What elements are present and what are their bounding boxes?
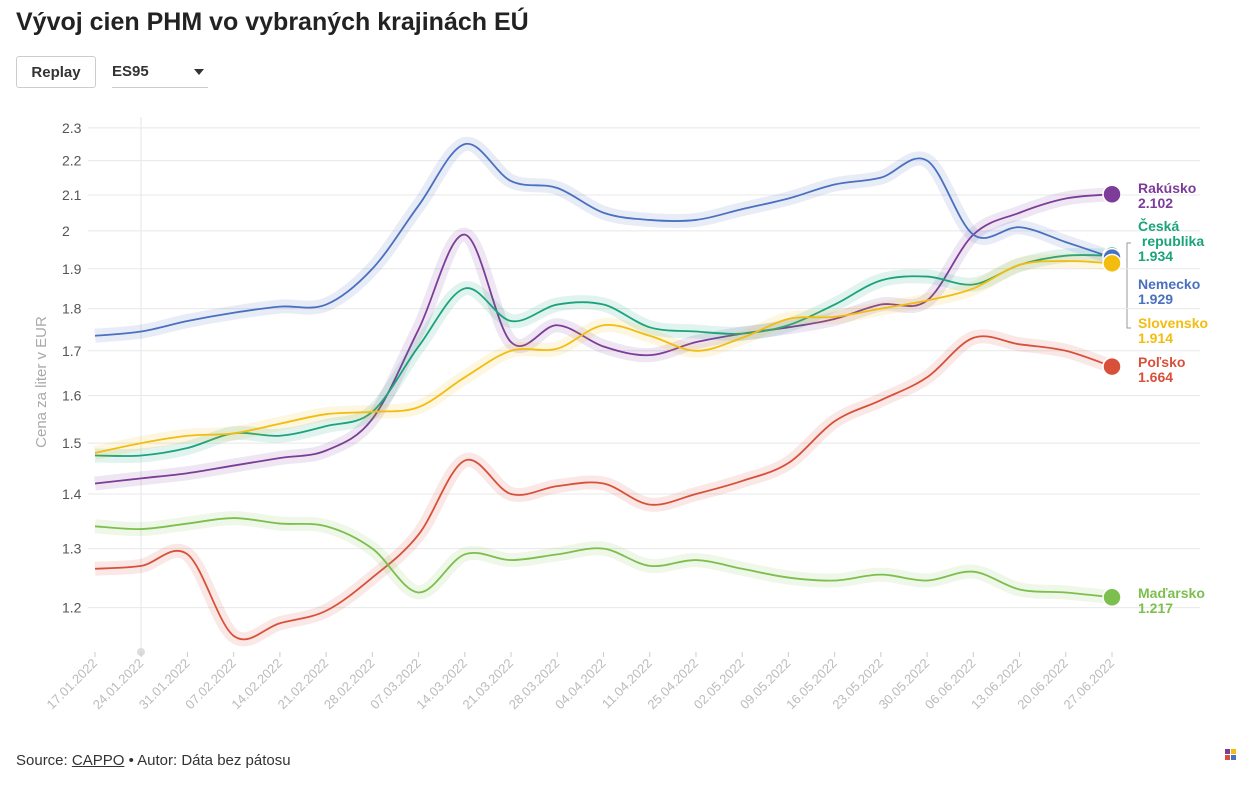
chart: Cena za liter v EUR 1.2 1.3 1.4 1.5 1.6 1.7 1.8… bbox=[33, 117, 1208, 713]
end-dot bbox=[1102, 253, 1122, 274]
source-prefix: Source: bbox=[16, 752, 68, 769]
line bbox=[94, 260, 1113, 454]
y-tick-label: 1.7 bbox=[62, 343, 82, 359]
value-label: 2.102 bbox=[1138, 195, 1173, 211]
legend-label: Česká republika bbox=[1138, 217, 1204, 249]
value-label: 1.934 bbox=[1138, 248, 1173, 264]
end-dot bbox=[1102, 587, 1122, 608]
logo bbox=[1225, 749, 1236, 760]
line-halo bbox=[94, 329, 1115, 647]
value-label: 1.217 bbox=[1138, 600, 1173, 616]
y-tick-label: 1.4 bbox=[62, 486, 82, 502]
y-axis-label: Cena za liter v EUR bbox=[33, 316, 50, 448]
line-halo bbox=[93, 254, 1113, 460]
y-tick-label: 1.9 bbox=[62, 261, 82, 277]
line bbox=[94, 143, 1113, 337]
line-halo bbox=[94, 511, 1113, 605]
line bbox=[94, 335, 1113, 641]
source-suffix: • Autor: Dáta bez pátosu bbox=[128, 752, 291, 769]
end-dot bbox=[1102, 184, 1122, 205]
value-label: 1.664 bbox=[1138, 369, 1173, 385]
value-label: 1.914 bbox=[1138, 330, 1173, 346]
x-tick-label: 27.06.2022 bbox=[1060, 656, 1117, 713]
value-label: 1.929 bbox=[1138, 291, 1173, 307]
y-tick-label: 2.3 bbox=[62, 120, 82, 136]
y-tick-label: 2 bbox=[62, 223, 70, 239]
legend-label-line: Česká bbox=[1138, 217, 1179, 234]
y-tick-label: 2.2 bbox=[62, 153, 82, 169]
fuel-dropdown[interactable]: ES95 bbox=[112, 56, 208, 88]
legend-label-line: republika bbox=[1138, 233, 1204, 249]
line bbox=[94, 517, 1113, 599]
x-tick-label: 04.04.2022 bbox=[552, 656, 609, 713]
legend-label: Nemecko bbox=[1138, 276, 1200, 292]
line bbox=[94, 254, 1113, 457]
legend-label: Slovensko bbox=[1138, 315, 1208, 331]
y-tick-label: 2.1 bbox=[62, 187, 82, 203]
replay-button[interactable]: Replay bbox=[16, 56, 96, 88]
chart-title: Vývoj cien PHM vo vybraných krajinách EÚ bbox=[16, 8, 529, 36]
fuel-value: ES95 bbox=[112, 63, 149, 80]
legend-label: Maďarsko bbox=[1138, 585, 1205, 601]
y-tick-label: 1.2 bbox=[62, 600, 82, 616]
legend-label: Rakúsko bbox=[1138, 180, 1196, 196]
y-tick-label: 1.5 bbox=[62, 435, 82, 451]
y-tick-label: 1.8 bbox=[62, 301, 82, 317]
source-link[interactable]: CAPPO bbox=[71, 752, 125, 769]
source: Source: CAPPO • Autor: Dáta bez pátosu bbox=[16, 752, 291, 769]
line bbox=[94, 193, 1113, 485]
label-bracket bbox=[1126, 242, 1131, 329]
end-dot bbox=[1102, 356, 1122, 377]
legend-label: Poľsko bbox=[1138, 354, 1185, 370]
y-tick-label: 1.6 bbox=[62, 388, 82, 404]
y-tick-label: 1.3 bbox=[62, 541, 82, 557]
